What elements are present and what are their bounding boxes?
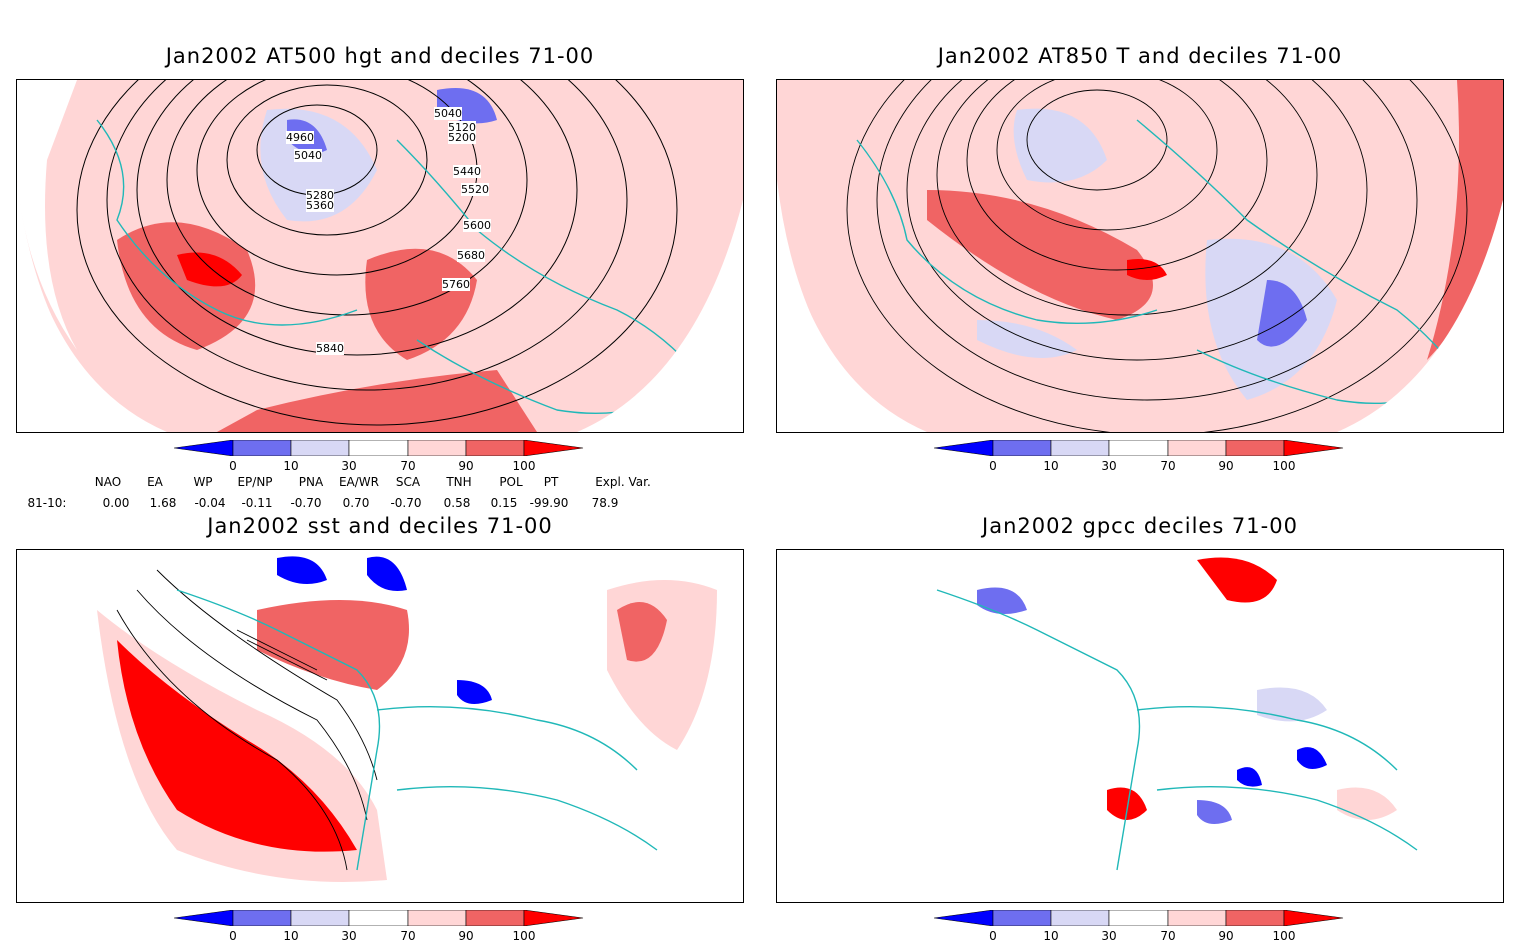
colorbar-at500-tick: 70 (400, 459, 416, 473)
contour-labels-at500: 5040 4960 5040 5120 5200 5280 5360 5440 … (16, 79, 742, 431)
index-header: PNA (298, 475, 324, 489)
colorbar-gpcc-tick: 30 (1101, 929, 1117, 943)
index-header: NAO (94, 475, 122, 489)
map-at850-canvas (777, 80, 1503, 432)
index-values: 81-10: 0.00 1.68 -0.04 -0.11 -0.70 0.70 … (0, 496, 700, 512)
colorbar-sst-tick: 90 (458, 929, 474, 943)
map-gpcc-canvas (777, 550, 1503, 902)
contour-label: 5760 (442, 278, 470, 291)
colorbar-at850: 0 10 30 70 90 100 (934, 440, 1344, 476)
colorbar-gpcc-tick: 0 (989, 929, 997, 943)
index-value: 0.70 (342, 496, 370, 510)
colorbar-at850-swatches (934, 440, 1344, 456)
colorbar-at500-tick: 30 (341, 459, 357, 473)
index-value: 78.9 (591, 496, 619, 510)
contour-label: 5200 (448, 131, 476, 144)
map-sst-canvas (17, 550, 743, 902)
contour-label: 5040 (294, 149, 322, 162)
index-header: EA/WR (338, 475, 380, 489)
contour-label: 5600 (463, 219, 491, 232)
map-at500-canvas (17, 80, 743, 432)
colorbar-at500: 0 10 30 70 90 100 (174, 440, 584, 476)
map-gpcc (776, 549, 1504, 903)
index-value: 0.58 (443, 496, 471, 510)
index-headers: NAO EA WP EP/NP PNA EA/WR SCA TNH POL PT… (0, 475, 700, 491)
index-header: EA (147, 475, 163, 489)
colorbar-sst-tick: 0 (229, 929, 237, 943)
colorbar-at500-tick: 90 (458, 459, 474, 473)
contour-label: 5680 (457, 249, 485, 262)
index-header: TNH (446, 475, 472, 489)
colorbar-at500-tick: 0 (229, 459, 237, 473)
colorbar-at850-tick: 0 (989, 459, 997, 473)
index-header: WP (193, 475, 213, 489)
contour-label: 4960 (286, 131, 314, 144)
map-sst (16, 549, 744, 903)
index-value: 1.68 (149, 496, 177, 510)
colorbar-at850-tick: 100 (1272, 459, 1296, 473)
index-row-label: 81-10: (27, 496, 67, 510)
colorbar-at500-tick: 100 (512, 459, 536, 473)
contour-label: 5040 (434, 107, 462, 120)
index-value: 0.15 (490, 496, 518, 510)
panel-title-at850: Jan2002 AT850 T and deciles 71-00 (937, 44, 1343, 68)
index-value: 0.00 (102, 496, 130, 510)
colorbar-at850-tick: 30 (1101, 459, 1117, 473)
contour-label: 5120 (448, 121, 476, 134)
colorbar-sst: 0 10 30 70 90 100 (174, 910, 584, 946)
index-value: -0.04 (194, 496, 226, 510)
index-value: -0.70 (290, 496, 322, 510)
map-at500 (16, 79, 744, 433)
map-at850 (776, 79, 1504, 433)
index-value: -99.90 (529, 496, 569, 510)
colorbar-sst-tick: 70 (400, 929, 416, 943)
contour-label: 5440 (453, 165, 481, 178)
colorbar-gpcc: 0 10 30 70 90 100 (934, 910, 1344, 946)
colorbar-at850-tick: 70 (1160, 459, 1176, 473)
index-header: SCA (395, 475, 421, 489)
colorbar-gpcc-tick: 10 (1043, 929, 1059, 943)
panel-title-at500: Jan2002 AT500 hgt and deciles 71-00 (165, 44, 595, 68)
index-header: EP/NP (237, 475, 273, 489)
index-header: Expl. Var. (595, 475, 651, 489)
index-header: POL (499, 475, 523, 489)
contour-label: 5280 (306, 189, 334, 202)
colorbar-gpcc-tick: 100 (1272, 929, 1296, 943)
colorbar-sst-tick: 100 (512, 929, 536, 943)
panel-title-gpcc: Jan2002 gpcc deciles 71-00 (982, 514, 1298, 538)
contour-label: 5840 (316, 342, 344, 355)
colorbar-at500-tick: 10 (283, 459, 299, 473)
panel-title-sst: Jan2002 sst and deciles 71-00 (207, 514, 553, 538)
colorbar-gpcc-tick: 70 (1160, 929, 1176, 943)
colorbar-sst-tick: 30 (341, 929, 357, 943)
index-value: -0.70 (390, 496, 422, 510)
colorbar-gpcc-swatches (934, 910, 1344, 926)
contour-label: 5520 (461, 183, 489, 196)
colorbar-at850-tick: 10 (1043, 459, 1059, 473)
colorbar-sst-tick: 10 (283, 929, 299, 943)
contour-label: 5360 (306, 199, 334, 212)
index-value: -0.11 (241, 496, 273, 510)
colorbar-gpcc-tick: 90 (1218, 929, 1234, 943)
index-header: PT (543, 475, 559, 489)
colorbar-sst-swatches (174, 910, 584, 926)
colorbar-at850-tick: 90 (1218, 459, 1234, 473)
colorbar-at500-swatches (174, 440, 584, 456)
